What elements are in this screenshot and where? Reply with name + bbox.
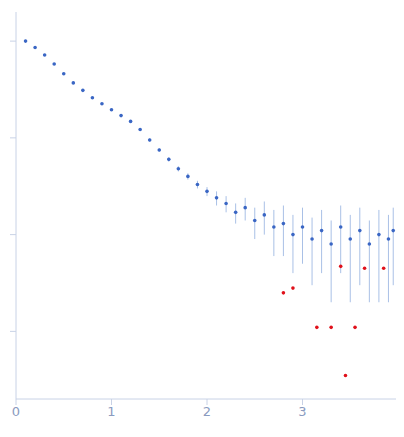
svg-text:2: 2 [203,404,211,419]
svg-text:1: 1 [107,404,115,419]
svg-text:0: 0 [12,404,20,419]
svg-text:3: 3 [298,404,306,419]
